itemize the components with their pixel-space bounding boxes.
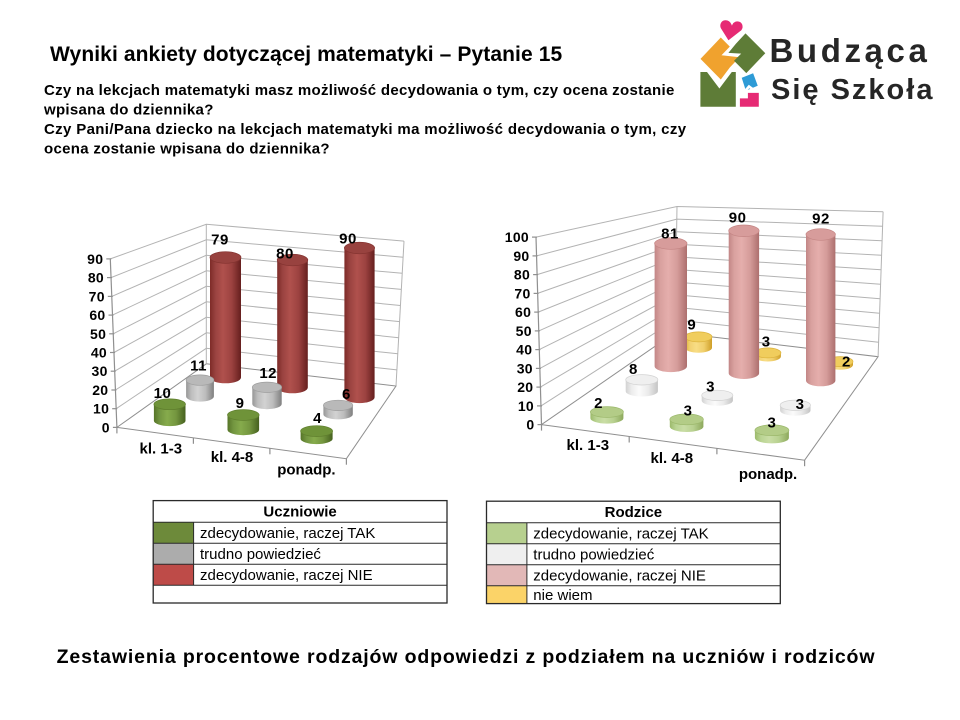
svg-text:70: 70 — [514, 285, 530, 301]
svg-text:10: 10 — [154, 385, 172, 402]
svg-text:zdecydowanie, raczej NIE: zdecydowanie, raczej NIE — [200, 567, 373, 584]
svg-text:2: 2 — [842, 353, 851, 370]
svg-text:40: 40 — [91, 345, 107, 361]
svg-text:3: 3 — [796, 396, 805, 413]
svg-text:Uczniowie: Uczniowie — [263, 504, 336, 521]
svg-text:3: 3 — [684, 403, 693, 420]
svg-text:3: 3 — [767, 415, 776, 432]
svg-text:80: 80 — [88, 270, 104, 286]
svg-text:8: 8 — [629, 361, 638, 378]
svg-text:zdecydowanie, raczej TAK: zdecydowanie, raczej TAK — [533, 526, 708, 543]
svg-text:3: 3 — [762, 334, 771, 351]
svg-text:9: 9 — [687, 317, 696, 334]
svg-text:50: 50 — [516, 323, 532, 339]
svg-text:Budząca: Budząca — [770, 32, 931, 69]
svg-text:79: 79 — [211, 232, 229, 249]
svg-text:60: 60 — [515, 304, 531, 320]
svg-text:kl. 4-8: kl. 4-8 — [211, 449, 254, 466]
svg-text:0: 0 — [526, 417, 534, 433]
svg-text:trudno powiedzieć: trudno powiedzieć — [533, 547, 654, 564]
svg-text:10: 10 — [518, 398, 534, 414]
svg-text:9: 9 — [236, 395, 245, 412]
svg-text:6: 6 — [342, 386, 351, 403]
svg-text:92: 92 — [812, 211, 830, 228]
svg-text:30: 30 — [92, 363, 108, 379]
svg-text:ponadp.: ponadp. — [739, 466, 797, 483]
svg-text:Czy na lekcjach matematyki mas: Czy na lekcjach matematyki masz możliwoś… — [44, 82, 675, 99]
svg-text:90: 90 — [87, 251, 103, 267]
svg-text:kl. 1-3: kl. 1-3 — [567, 437, 610, 454]
svg-text:90: 90 — [513, 248, 529, 264]
svg-text:90: 90 — [729, 209, 747, 226]
svg-text:20: 20 — [92, 382, 108, 398]
svg-text:kl. 1-3: kl. 1-3 — [140, 441, 183, 458]
svg-text:zdecydowanie, raczej TAK: zdecydowanie, raczej TAK — [200, 525, 375, 542]
svg-text:kl. 4-8: kl. 4-8 — [651, 450, 694, 467]
svg-text:80: 80 — [276, 246, 294, 263]
svg-text:100: 100 — [505, 229, 529, 245]
svg-text:20: 20 — [517, 379, 533, 395]
svg-text:4: 4 — [313, 410, 322, 427]
svg-text:3: 3 — [706, 379, 715, 396]
svg-text:0: 0 — [102, 419, 110, 435]
svg-text:2: 2 — [594, 395, 603, 412]
svg-text:ocena zostanie wpisana do dzie: ocena zostanie wpisana do dziennika? — [44, 141, 330, 158]
svg-text:30: 30 — [517, 360, 533, 376]
svg-text:Się Szkoła: Się Szkoła — [771, 74, 934, 106]
svg-text:81: 81 — [661, 226, 679, 243]
svg-text:80: 80 — [514, 267, 530, 283]
svg-text:90: 90 — [339, 231, 357, 248]
svg-text:60: 60 — [89, 307, 105, 323]
svg-text:ponadp.: ponadp. — [277, 462, 335, 479]
svg-text:70: 70 — [89, 288, 105, 304]
svg-text:10: 10 — [93, 401, 109, 417]
svg-text:12: 12 — [259, 365, 277, 382]
svg-text:Czy Pani/Pana dziecko na lekcj: Czy Pani/Pana dziecko na lekcjach matema… — [44, 121, 687, 138]
svg-text:Wyniki ankiety dotyczącej mate: Wyniki ankiety dotyczącej matematyki – P… — [50, 43, 562, 66]
svg-text:Rodzice: Rodzice — [605, 504, 663, 521]
svg-text:wpisana do dziennika?: wpisana do dziennika? — [43, 102, 214, 119]
svg-text:trudno powiedzieć: trudno powiedzieć — [200, 546, 321, 563]
svg-text:11: 11 — [190, 357, 207, 374]
svg-text:40: 40 — [516, 342, 532, 358]
svg-text:nie wiem: nie wiem — [533, 587, 592, 604]
svg-text:zdecydowanie, raczej NIE: zdecydowanie, raczej NIE — [533, 568, 706, 585]
svg-text:Zestawienia procentowe rodzajó: Zestawienia procentowe rodzajów odpowied… — [57, 646, 876, 668]
svg-text:50: 50 — [90, 326, 106, 342]
